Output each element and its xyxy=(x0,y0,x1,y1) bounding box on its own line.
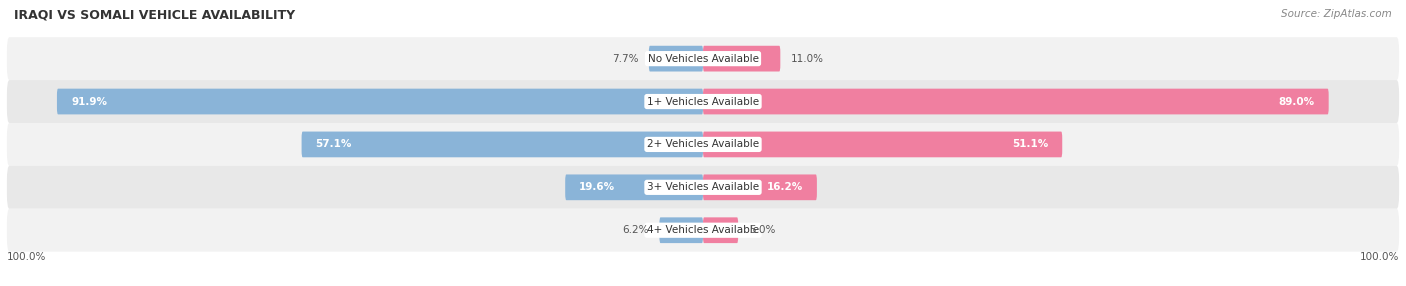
Text: 57.1%: 57.1% xyxy=(315,140,352,149)
FancyBboxPatch shape xyxy=(650,46,703,72)
FancyBboxPatch shape xyxy=(7,166,1399,209)
Text: 7.7%: 7.7% xyxy=(612,54,638,63)
FancyBboxPatch shape xyxy=(565,174,703,200)
Text: 5.0%: 5.0% xyxy=(749,225,775,235)
FancyBboxPatch shape xyxy=(7,37,1399,80)
FancyBboxPatch shape xyxy=(7,209,1399,252)
Text: 51.1%: 51.1% xyxy=(1012,140,1049,149)
FancyBboxPatch shape xyxy=(703,174,817,200)
Legend: Iraqi, Somali: Iraqi, Somali xyxy=(643,283,763,286)
FancyBboxPatch shape xyxy=(7,80,1399,123)
FancyBboxPatch shape xyxy=(703,132,1063,157)
Text: 4+ Vehicles Available: 4+ Vehicles Available xyxy=(647,225,759,235)
Text: 1+ Vehicles Available: 1+ Vehicles Available xyxy=(647,97,759,106)
Text: 3+ Vehicles Available: 3+ Vehicles Available xyxy=(647,182,759,192)
Text: No Vehicles Available: No Vehicles Available xyxy=(648,54,758,63)
Text: 6.2%: 6.2% xyxy=(623,225,650,235)
Text: 100.0%: 100.0% xyxy=(7,252,46,262)
Text: 2+ Vehicles Available: 2+ Vehicles Available xyxy=(647,140,759,149)
FancyBboxPatch shape xyxy=(56,89,703,114)
Text: 16.2%: 16.2% xyxy=(766,182,803,192)
FancyBboxPatch shape xyxy=(703,89,1329,114)
Text: 11.0%: 11.0% xyxy=(790,54,824,63)
FancyBboxPatch shape xyxy=(7,123,1399,166)
FancyBboxPatch shape xyxy=(659,217,703,243)
Text: Source: ZipAtlas.com: Source: ZipAtlas.com xyxy=(1281,9,1392,19)
Text: 100.0%: 100.0% xyxy=(1360,252,1399,262)
Text: IRAQI VS SOMALI VEHICLE AVAILABILITY: IRAQI VS SOMALI VEHICLE AVAILABILITY xyxy=(14,9,295,21)
FancyBboxPatch shape xyxy=(703,217,738,243)
Text: 89.0%: 89.0% xyxy=(1278,97,1315,106)
FancyBboxPatch shape xyxy=(703,46,780,72)
Text: 91.9%: 91.9% xyxy=(70,97,107,106)
FancyBboxPatch shape xyxy=(301,132,703,157)
Text: 19.6%: 19.6% xyxy=(579,182,616,192)
